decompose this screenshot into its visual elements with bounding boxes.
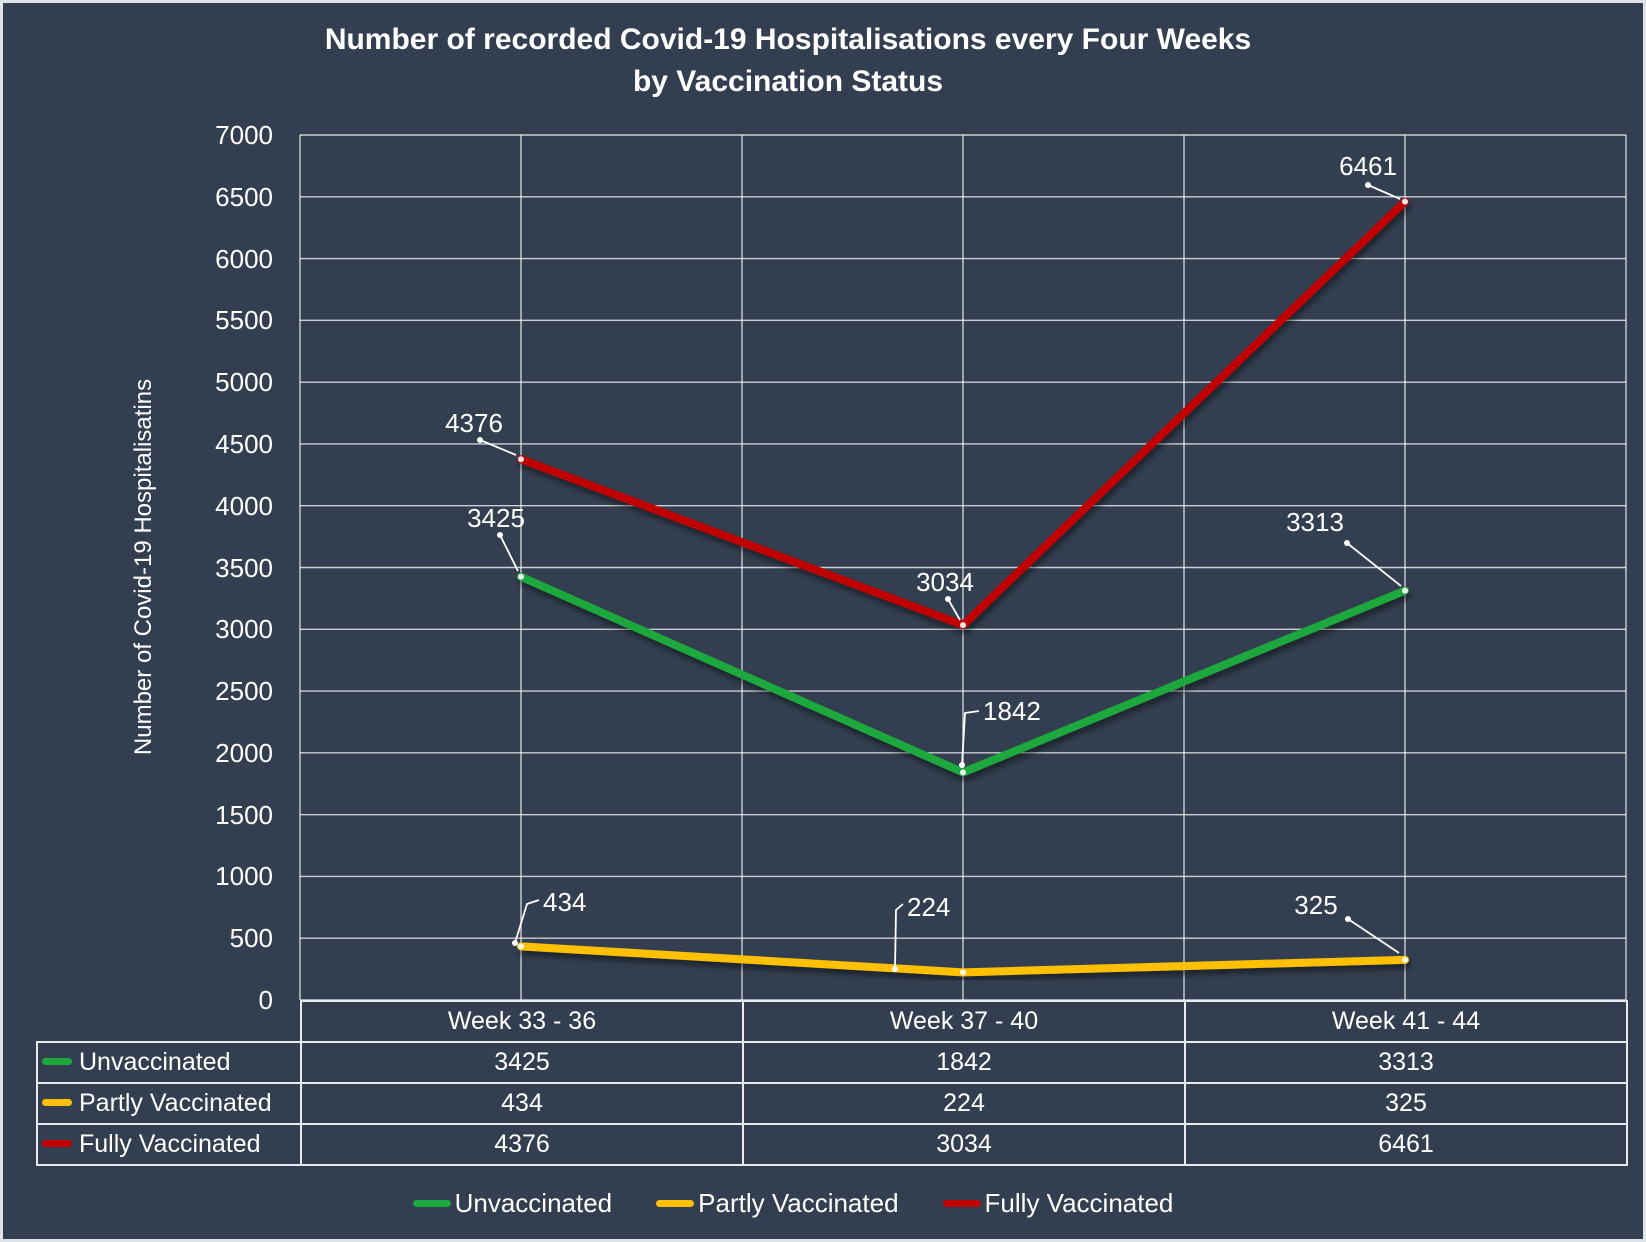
table-corner-blank	[37, 1001, 301, 1042]
gridlines	[299, 134, 1627, 1001]
category-label-3: Week 41 - 44	[1184, 1000, 1628, 1043]
row-header-fully-vaccinated: Fully Vaccinated	[36, 1123, 302, 1166]
legend-item-fully-vaccinated: Fully Vaccinated	[942, 1187, 1174, 1219]
data-point-marker	[892, 966, 898, 972]
label-leader-line	[1347, 918, 1400, 954]
y-axis-tick-label: 1500	[215, 799, 273, 830]
y-axis-tick-label: 2000	[215, 737, 273, 768]
y-axis-tick-label: 4500	[215, 428, 273, 459]
data-point-marker	[1345, 916, 1351, 922]
label-leader-line	[894, 903, 904, 970]
data-point	[960, 969, 966, 976]
data-table: Week 33 - 36 Week 37 - 40 Week 41 - 44 U…	[36, 1000, 1628, 1166]
data-point-marker	[497, 532, 503, 538]
row-label: Unvaccinated	[79, 1048, 231, 1076]
table-cell: 3034	[742, 1123, 1186, 1166]
data-point	[1402, 198, 1408, 205]
label-leader-line	[1367, 184, 1401, 200]
data-point-marker	[945, 596, 951, 602]
chart-title: Number of recorded Covid-19 Hospitalisat…	[3, 19, 1573, 103]
data-labels: 3425 1842 3313 434 224 325 4376 3034 6461	[445, 151, 1397, 922]
row-header-unvaccinated: Unvaccinated	[36, 1041, 302, 1084]
data-label: 1842	[983, 696, 1041, 726]
y-axis-tick-label: 6500	[215, 181, 273, 212]
y-axis-tick-label: 3000	[215, 614, 273, 645]
data-point	[960, 769, 966, 776]
table-cell: 434	[300, 1082, 744, 1125]
label-leader-line	[961, 710, 980, 766]
leader-lines	[479, 184, 1402, 970]
label-leader-line	[479, 439, 517, 456]
label-leader-line	[947, 598, 961, 621]
category-label-2: Week 37 - 40	[742, 1000, 1186, 1043]
y-axis-tick-label: 5500	[215, 305, 273, 336]
data-label: 325	[1294, 890, 1337, 920]
label-leader-line	[1346, 542, 1402, 587]
row-label: Fully Vaccinated	[79, 1130, 261, 1158]
y-axis-tick-label: 1000	[215, 861, 273, 892]
table-cell: 6461	[1184, 1123, 1628, 1166]
data-label: 3313	[1286, 507, 1344, 537]
data-points	[477, 182, 1408, 976]
legend-label: Fully Vaccinated	[984, 1187, 1174, 1218]
data-point-marker	[512, 940, 518, 946]
fully-vaccinated-legend-swatch	[942, 1199, 981, 1207]
y-axis-tick-label: 3500	[215, 552, 273, 583]
category-header-row: Week 33 - 36 Week 37 - 40 Week 41 - 44	[37, 1000, 1628, 1043]
y-axis-tick-label: 7000	[215, 120, 273, 150]
y-axis-tick-label: 2500	[215, 676, 273, 707]
y-axis-tick-label: 500	[229, 923, 273, 954]
data-point	[518, 456, 524, 463]
legend-label: Unvaccinated	[454, 1187, 613, 1218]
label-leader-line	[514, 899, 540, 944]
table-row-unvaccinated: Unvaccinated 3425 1842 3313	[36, 1041, 1628, 1084]
partly-vaccinated-legend-swatch	[656, 1199, 695, 1207]
data-point-marker	[477, 437, 483, 443]
table-cell: 4376	[300, 1123, 744, 1166]
legend-item-unvaccinated: Unvaccinated	[412, 1187, 613, 1219]
chart-canvas: 3425 1842 3313 434 224 325 4376 3034 6461	[299, 134, 1627, 1001]
y-axis-tick-label: 5000	[215, 367, 273, 398]
chart-title-line2: by Vaccination Status	[632, 65, 944, 98]
partly-vaccinated-line-swatch	[42, 1098, 72, 1106]
data-label: 6461	[1339, 151, 1397, 181]
y-axis-tick-label: 0	[258, 985, 273, 1015]
table-cell: 325	[1184, 1082, 1628, 1125]
unvaccinated-legend-swatch	[412, 1199, 451, 1207]
data-point	[518, 943, 524, 950]
label-leader-line	[499, 534, 519, 572]
table-cell: 3313	[1184, 1041, 1628, 1084]
category-label-1: Week 33 - 36	[300, 1000, 744, 1043]
y-axis-tick-label: 4000	[215, 490, 273, 521]
fully-vaccinated-line-swatch	[42, 1139, 72, 1147]
y-axis-tick-label: 6000	[215, 243, 273, 274]
data-point-marker	[1365, 182, 1371, 188]
data-point	[518, 573, 524, 580]
data-label: 3425	[467, 503, 525, 533]
table-cell: 1842	[742, 1041, 1186, 1084]
table-row-partly-vaccinated: Partly Vaccinated 434 224 325	[36, 1082, 1628, 1125]
data-point	[960, 622, 966, 629]
chart-title-line1: Number of recorded Covid-19 Hospitalisat…	[324, 23, 1252, 56]
data-label: 3034	[916, 567, 974, 597]
legend-label: Partly Vaccinated	[698, 1187, 899, 1218]
table-cell: 224	[742, 1082, 1186, 1125]
data-point-marker	[959, 762, 965, 768]
data-point-marker	[1344, 540, 1350, 546]
table-row-fully-vaccinated: Fully Vaccinated 4376 3034 6461	[36, 1123, 1628, 1166]
legend-item-partly-vaccinated: Partly Vaccinated	[656, 1187, 899, 1219]
data-label: 4376	[445, 408, 503, 438]
data-point	[1402, 956, 1408, 963]
chart-legend: Unvaccinated Partly Vaccinated Fully Vac…	[3, 1186, 1583, 1220]
data-label: 224	[907, 892, 950, 922]
unvaccinated-line-swatch	[42, 1057, 72, 1065]
table-cell: 3425	[300, 1041, 744, 1084]
row-header-partly-vaccinated: Partly Vaccinated	[36, 1082, 302, 1125]
data-label: 434	[543, 887, 586, 917]
row-label: Partly Vaccinated	[79, 1089, 272, 1117]
data-point	[1402, 587, 1408, 594]
